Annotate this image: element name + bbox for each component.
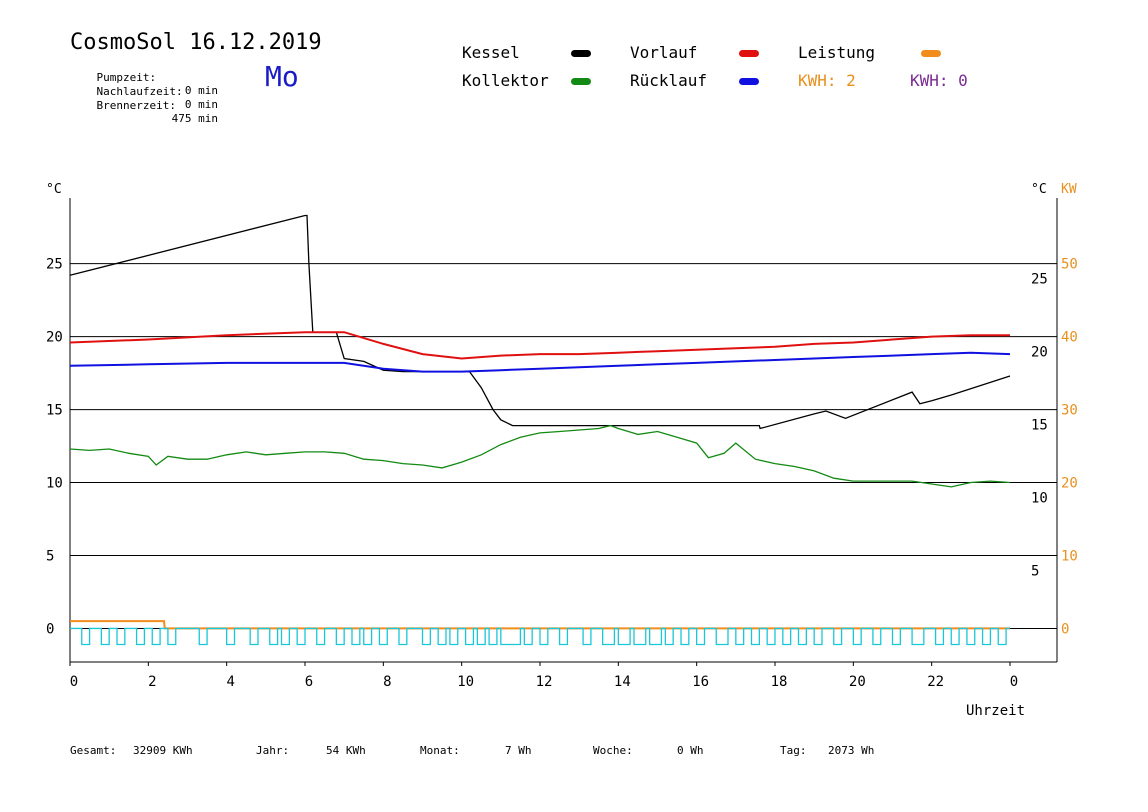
footer-gesamt-value: 32909 KWh (133, 744, 193, 757)
series-line-pumpe (70, 627, 1010, 646)
footer-gesamt-label: Gesamt: (70, 744, 117, 757)
kwh-orange-label: KWH: 2 (798, 71, 856, 90)
series-line-leistung (70, 620, 1010, 630)
weekday-label: Mo (265, 60, 299, 93)
y-right-kw-tick-label: 0 (1061, 621, 1069, 637)
x-tick-label: 0 (70, 674, 78, 690)
stat-pumpzeit: Pumpzeit: 0 min (70, 58, 219, 110)
y-left-tick-label: 5 (46, 548, 54, 564)
x-tick-label: 2 (148, 674, 156, 690)
x-axis-label: Uhrzeit (966, 703, 1025, 719)
x-tick-label: 22 (927, 674, 944, 690)
footer-monat-label: Monat: (420, 744, 460, 757)
stat-value: 475 min (171, 112, 218, 125)
footer-woche-label: Woche: (593, 744, 633, 757)
y-right-kw-tick-label: 50 (1061, 257, 1078, 273)
page-title: CosmoSol 16.12.2019 (70, 30, 322, 55)
y-left-tick-label: 15 (46, 403, 63, 419)
x-tick-label: 18 (771, 674, 788, 690)
temperature-chart: °C °C KW 0 5 10 15 20 25 5 10 15 20 25 0 10 20 30 40 50 0 2 4 6… (46, 182, 1078, 719)
stat-label: Pumpzeit: (96, 71, 157, 84)
y-right-kw-tick-label: 30 (1061, 403, 1078, 419)
x-tick-label: 4 (226, 674, 234, 690)
x-tick-label: 10 (457, 674, 474, 690)
y-right-kw-tick-label: 10 (1061, 548, 1078, 564)
footer-woche-value: 0 Wh (677, 744, 704, 757)
legend-kessel-swatch (571, 50, 591, 57)
legend-vorlauf-swatch (739, 50, 759, 57)
series-line-kessel (69, 214, 1011, 430)
legend-kollektor-swatch (571, 78, 591, 85)
footer-jahr-value: 54 KWh (326, 744, 366, 757)
y-right-unit-label: °C (1031, 182, 1047, 197)
y-left-unit-label: °C (46, 182, 62, 197)
y-right-c-tick-label: 20 (1031, 345, 1048, 361)
footer-tag-label: Tag: (780, 744, 807, 757)
legend-leistung-swatch (921, 50, 941, 57)
footer-monat-value: 7 Wh (505, 744, 532, 757)
stat-value: 0 min (184, 84, 218, 97)
x-tick-label: 20 (849, 674, 866, 690)
y-left-tick-label: 10 (46, 476, 63, 492)
y-right-c-tick-label: 5 (1031, 563, 1039, 579)
chart-axes (69, 198, 1058, 663)
chart-ticks: °C °C KW 0 5 10 15 20 25 5 10 15 20 25 0 10 20 30 40 50 0 2 4 6… (46, 182, 1078, 719)
y-right-kw-tick-label: 40 (1061, 330, 1078, 346)
header: CosmoSol 16.12.2019 Pumpzeit: 0 min Nach… (0, 0, 1148, 125)
y-left-tick-label: 0 (46, 621, 54, 637)
series-line-kollektor (69, 424, 1011, 488)
series-line-ruecklauf (69, 351, 1011, 373)
chart-series (69, 214, 1011, 646)
legend-leistung-label: Leistung (798, 43, 876, 62)
legend-vorlauf-label: Vorlauf (630, 43, 698, 62)
stat-nachlaufzeit: Nachlaufzeit: 0 min (70, 72, 219, 124)
footer-jahr-label: Jahr: (256, 744, 290, 757)
x-tick-label: 12 (536, 674, 553, 690)
y-right-c-tick-label: 25 (1031, 272, 1048, 288)
y-left-tick-label: 25 (46, 257, 63, 273)
stat-label: Brennerzeit: (96, 99, 176, 112)
chart-grid (70, 263, 1057, 629)
legend-kollektor-label: Kollektor (462, 71, 549, 90)
legend-ruecklauf-label: Rücklauf (630, 71, 708, 90)
x-tick-label: 14 (614, 674, 631, 690)
y-right-c-tick-label: 10 (1031, 491, 1048, 507)
series-line-vorlauf (69, 331, 1010, 360)
stat-value: 0 min (184, 98, 218, 111)
y-right-c-tick-label: 15 (1031, 418, 1048, 434)
legend-kessel-label: Kessel (462, 43, 520, 62)
stat-brennerzeit: Brennerzeit: 475 min (70, 86, 219, 138)
y-right-kw-tick-label: 20 (1061, 476, 1078, 492)
x-tick-label: 16 (692, 674, 709, 690)
y-left-tick-label: 20 (46, 330, 63, 346)
x-tick-label: 0 (1010, 674, 1018, 690)
y-right-kw-label: KW (1061, 182, 1077, 197)
legend-ruecklauf-swatch (739, 78, 759, 85)
stat-label: Nachlaufzeit: (96, 85, 183, 98)
kwh-purple-label: KWH: 0 (910, 71, 968, 90)
x-tick-label: 8 (383, 674, 391, 690)
x-tick-label: 6 (305, 674, 313, 690)
footer-tag-value: 2073 Wh (828, 744, 875, 757)
